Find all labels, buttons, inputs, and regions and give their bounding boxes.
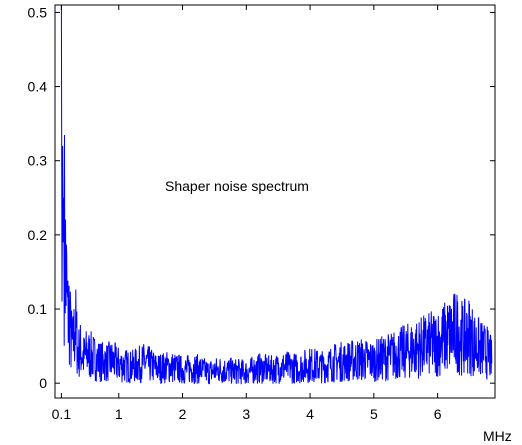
series-trace — [60, 4, 493, 385]
x-tick-label: 2 — [179, 406, 187, 422]
y-tick-label: 0.3 — [28, 153, 48, 169]
y-axis-ticks: 0 0.1 0.2 0.3 0.4 0.5 — [28, 4, 495, 391]
x-tick-label: 6 — [434, 406, 442, 422]
annotation-shaper-noise-spectrum: Shaper noise spectrum — [165, 178, 309, 194]
y-tick-label: 0 — [39, 375, 47, 391]
y-tick-label: 0.2 — [28, 227, 48, 243]
x-tick-label: 1 — [115, 406, 123, 422]
series-line — [60, 4, 493, 385]
x-tick-label: 3 — [242, 406, 250, 422]
y-tick-label: 0.1 — [28, 301, 48, 317]
y-tick-label: 0.4 — [28, 79, 48, 95]
x-tick-label: 5 — [370, 406, 378, 422]
x-axis-ticks: 0.1 1 2 3 4 5 6 — [52, 5, 442, 422]
y-tick-label: 0.5 — [28, 4, 48, 20]
x-axis-unit-label: MHz — [483, 428, 512, 444]
x-tick-label: 4 — [306, 406, 314, 422]
x-tick-label: 0.1 — [52, 406, 72, 422]
